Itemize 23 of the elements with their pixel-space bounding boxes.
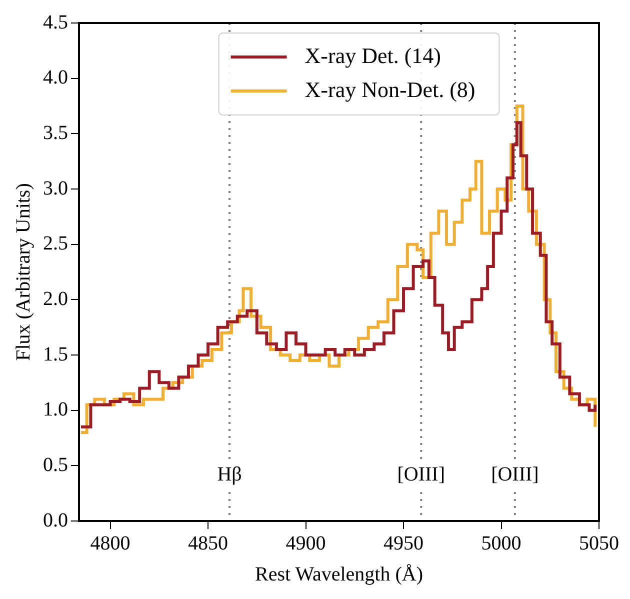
y-tick-label: 1.0 <box>43 398 68 421</box>
x-tick-label: 4900 <box>286 532 326 554</box>
x-tick-label: 4850 <box>188 532 228 554</box>
legend-label: X-ray Non-Det. (8) <box>304 76 476 102</box>
y-tick-label: 4.0 <box>43 66 68 89</box>
ref-line-label: Hβ <box>217 463 242 486</box>
y-axis-title: Flux (Arbitrary Units) <box>12 183 34 361</box>
y-tick-label: 0.0 <box>43 509 68 532</box>
y-tick-label: 2.0 <box>43 288 68 310</box>
y-tick-label: 1.5 <box>43 343 68 366</box>
y-tick-label: 3.5 <box>43 122 68 144</box>
x-axis-title: Rest Wavelength (Å) <box>255 563 423 586</box>
y-tick-label: 0.5 <box>43 454 68 476</box>
x-tick-label: 4950 <box>384 532 424 554</box>
ref-line-label: [OIII] <box>397 463 445 486</box>
y-tick-label: 4.5 <box>43 11 68 34</box>
x-tick-label: 5050 <box>579 532 619 554</box>
legend-label: X-ray Det. (14) <box>304 42 442 68</box>
y-tick-label: 2.5 <box>43 232 68 255</box>
x-tick-label: 4800 <box>90 532 130 554</box>
y-tick-label: 3.0 <box>43 177 68 200</box>
x-tick-label: 5000 <box>481 532 522 554</box>
ref-line-label: [OIII] <box>491 463 539 486</box>
